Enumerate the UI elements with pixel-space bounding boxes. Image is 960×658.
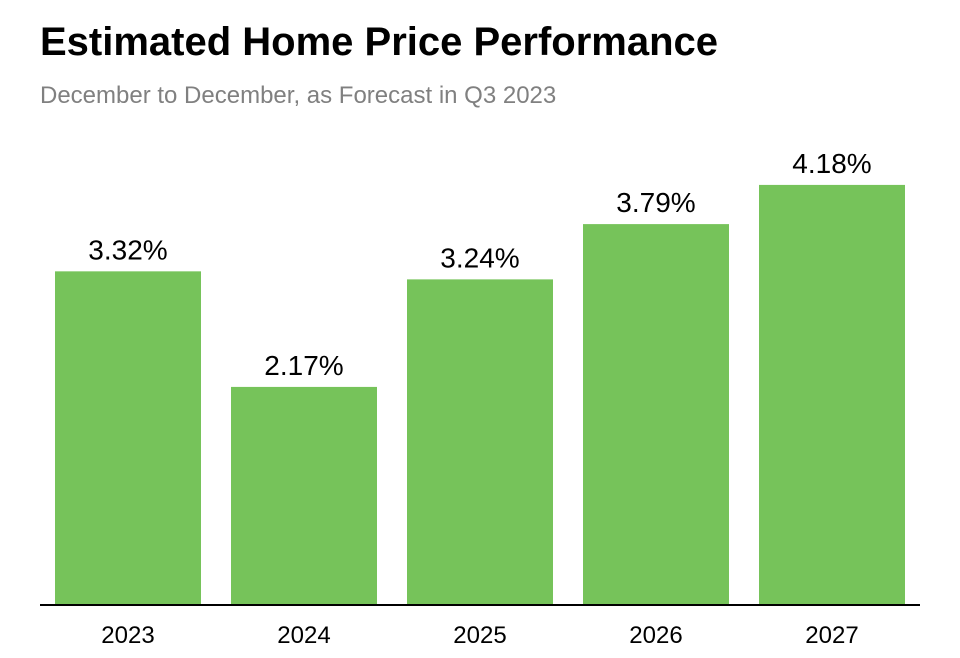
bar-2027 xyxy=(759,184,905,605)
bar-2025 xyxy=(407,279,553,605)
bar-2026 xyxy=(583,224,729,606)
value-label-2026: 3.79% xyxy=(616,187,695,218)
bars-group xyxy=(55,184,905,606)
x-tick-label-2026: 2026 xyxy=(629,622,682,649)
value-label-2023: 3.32% xyxy=(88,234,167,265)
x-tick-label-2025: 2025 xyxy=(453,622,506,649)
x-tick-label-2023: 2023 xyxy=(101,622,154,649)
x-tick-label-2024: 2024 xyxy=(277,622,330,649)
bar-2024 xyxy=(231,386,377,605)
x-tick-labels-group: 2023 2024 2025 2026 2027 xyxy=(101,622,858,649)
value-label-2027: 4.18% xyxy=(792,148,871,179)
chart-title: Estimated Home Price Performance xyxy=(40,20,719,64)
x-tick-label-2027: 2027 xyxy=(805,622,858,649)
value-label-2024: 2.17% xyxy=(264,350,343,381)
value-labels-group: 3.32% 2.17% 3.24% 3.79% 4.18% xyxy=(88,148,871,381)
bar-2023 xyxy=(55,271,201,605)
value-label-2025: 3.24% xyxy=(440,242,519,273)
chart-subtitle: December to December, as Forecast in Q3 … xyxy=(40,82,557,109)
